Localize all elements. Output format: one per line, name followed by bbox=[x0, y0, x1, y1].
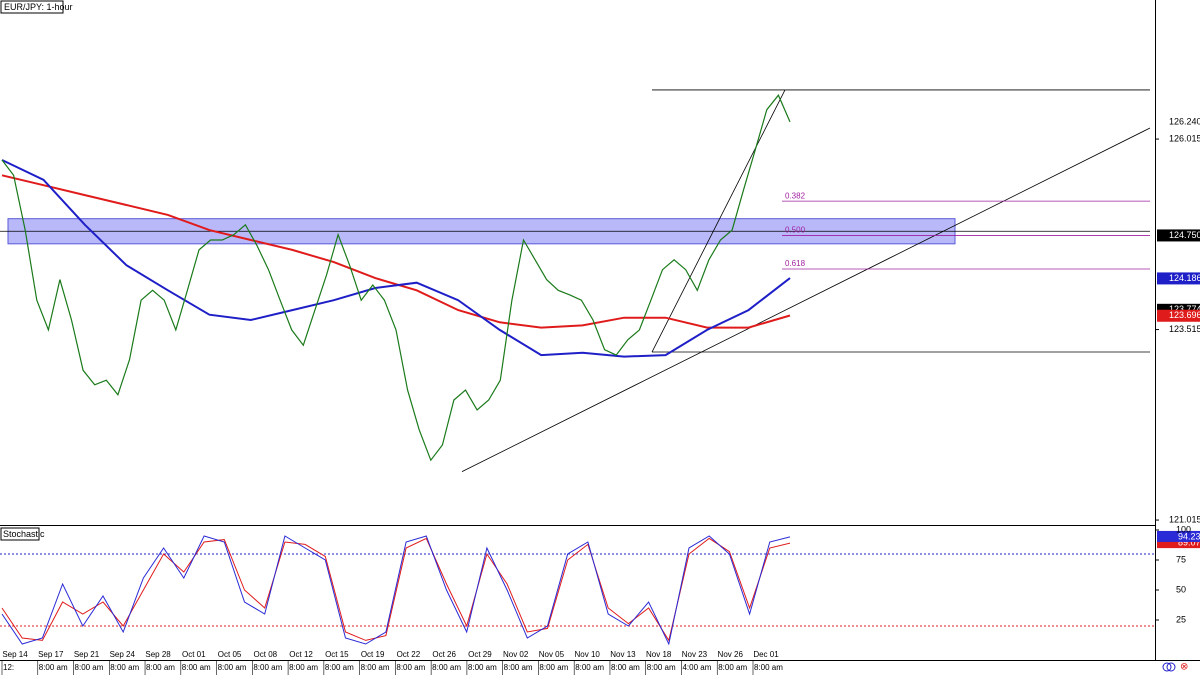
price-tag bbox=[1157, 229, 1200, 242]
x-time-label: 8:00 am bbox=[289, 663, 318, 672]
x-tick-label: Oct 05 bbox=[218, 650, 242, 659]
price-tag bbox=[1157, 115, 1200, 128]
x-time-label: 8:00 am bbox=[575, 663, 604, 672]
toolbar-icons[interactable]: ⊗ bbox=[1162, 662, 1188, 673]
x-time-label: 8:00 am bbox=[75, 663, 104, 672]
x-tick-label: Nov 18 bbox=[646, 650, 672, 659]
fib-label: 0.618 bbox=[785, 259, 806, 268]
x-time-label: 8:00 am bbox=[396, 663, 425, 672]
title-box bbox=[0, 0, 64, 14]
x-tick-label: Dec 01 bbox=[753, 650, 779, 659]
x-time-label: 4:00 am bbox=[682, 663, 711, 672]
x-tick-label: Nov 10 bbox=[575, 650, 601, 659]
ma-slow-line bbox=[1, 174, 791, 329]
x-time-label: 8:00 am bbox=[647, 663, 676, 672]
price-tag bbox=[1157, 309, 1200, 322]
x-time-label: 8:00 am bbox=[504, 663, 533, 672]
price-tag-label: 124.750 bbox=[1169, 230, 1200, 240]
stoch-tag-label: 89.07 bbox=[1178, 537, 1200, 547]
x-tick-label: Oct 19 bbox=[361, 650, 385, 659]
x-time-label: 12: bbox=[3, 663, 14, 672]
stoch-tag bbox=[1157, 537, 1200, 549]
y-tick-label: 123.515 bbox=[1169, 324, 1200, 334]
x-tick-label: Nov 13 bbox=[610, 650, 636, 659]
stoch-y-tick-label: 25 bbox=[1176, 614, 1186, 624]
stoch-tag bbox=[1157, 530, 1200, 542]
fib-label: 0.500 bbox=[785, 226, 806, 235]
x-time-label: 8:00 am bbox=[218, 663, 247, 672]
stoch-y-tick-label: 75 bbox=[1176, 554, 1186, 564]
y-tick-label: 126.015 bbox=[1169, 133, 1200, 143]
x-time-label: 8:00 am bbox=[754, 663, 783, 672]
price-line bbox=[1, 94, 791, 462]
fib-label: 0.382 bbox=[785, 191, 806, 200]
price-tag-label: 126.240 bbox=[1169, 116, 1200, 126]
stoch-tag-label: 94.23 bbox=[1178, 531, 1200, 541]
price-tag bbox=[1157, 272, 1200, 285]
stoch-k-line bbox=[1, 535, 791, 646]
x-time-label: 8:00 am bbox=[432, 663, 461, 672]
x-tick-label: Nov 23 bbox=[682, 650, 708, 659]
x-tick-label: Oct 15 bbox=[325, 650, 349, 659]
x-tick-label: Oct 08 bbox=[254, 650, 278, 659]
x-tick-label: Nov 02 bbox=[503, 650, 529, 659]
icon[interactable] bbox=[1162, 662, 1172, 672]
x-time-label: 8:00 am bbox=[110, 663, 139, 672]
stoch-title-box bbox=[0, 527, 40, 541]
y-tick-label: 121.015 bbox=[1169, 514, 1200, 524]
stoch-title: Stochastic bbox=[3, 529, 45, 539]
x-time-label: 8:00 am bbox=[39, 663, 68, 672]
x-time-label: 8:00 am bbox=[468, 663, 497, 672]
trend-line bbox=[461, 127, 1151, 473]
chart-title: EUR/JPY: 1-hour bbox=[4, 2, 73, 12]
x-tick-label: Nov 26 bbox=[718, 650, 744, 659]
stoch-y-tick-label: 50 bbox=[1176, 584, 1186, 594]
x-tick-label: Sep 24 bbox=[110, 650, 136, 659]
icon[interactable] bbox=[1166, 662, 1176, 672]
price-tag-label: 124.186 bbox=[1169, 273, 1200, 283]
x-time-label: 8:00 am bbox=[253, 663, 282, 672]
ma-fast-line bbox=[1, 159, 791, 358]
x-tick-label: Sep 28 bbox=[145, 650, 171, 659]
x-time-label: 8:00 am bbox=[361, 663, 390, 672]
fib-swing-line bbox=[651, 89, 786, 353]
price-tag-label: 123.774 bbox=[1169, 304, 1200, 314]
x-time-label: 8:00 am bbox=[718, 663, 747, 672]
x-tick-label: Oct 22 bbox=[397, 650, 421, 659]
x-time-label: 8:00 am bbox=[146, 663, 175, 672]
x-tick-label: Oct 29 bbox=[468, 650, 492, 659]
x-time-label: 8:00 am bbox=[182, 663, 211, 672]
x-tick-label: Oct 01 bbox=[182, 650, 206, 659]
x-tick-label: Sep 21 bbox=[74, 650, 100, 659]
stoch-y-tick-label: 100 bbox=[1176, 524, 1191, 534]
x-time-label: 8:00 am bbox=[325, 663, 354, 672]
x-tick-label: Oct 26 bbox=[432, 650, 456, 659]
stoch-d-line bbox=[1, 537, 791, 642]
x-time-label: 8:00 am bbox=[611, 663, 640, 672]
x-tick-label: Nov 05 bbox=[539, 650, 565, 659]
x-tick-label: Sep 14 bbox=[2, 650, 28, 659]
icon[interactable]: ⊗ bbox=[1180, 662, 1188, 673]
x-tick-label: Oct 12 bbox=[289, 650, 313, 659]
x-time-label: 8:00 am bbox=[539, 663, 568, 672]
price-tag-label: 123.696 bbox=[1169, 310, 1200, 320]
x-tick-label: Sep 17 bbox=[38, 650, 64, 659]
